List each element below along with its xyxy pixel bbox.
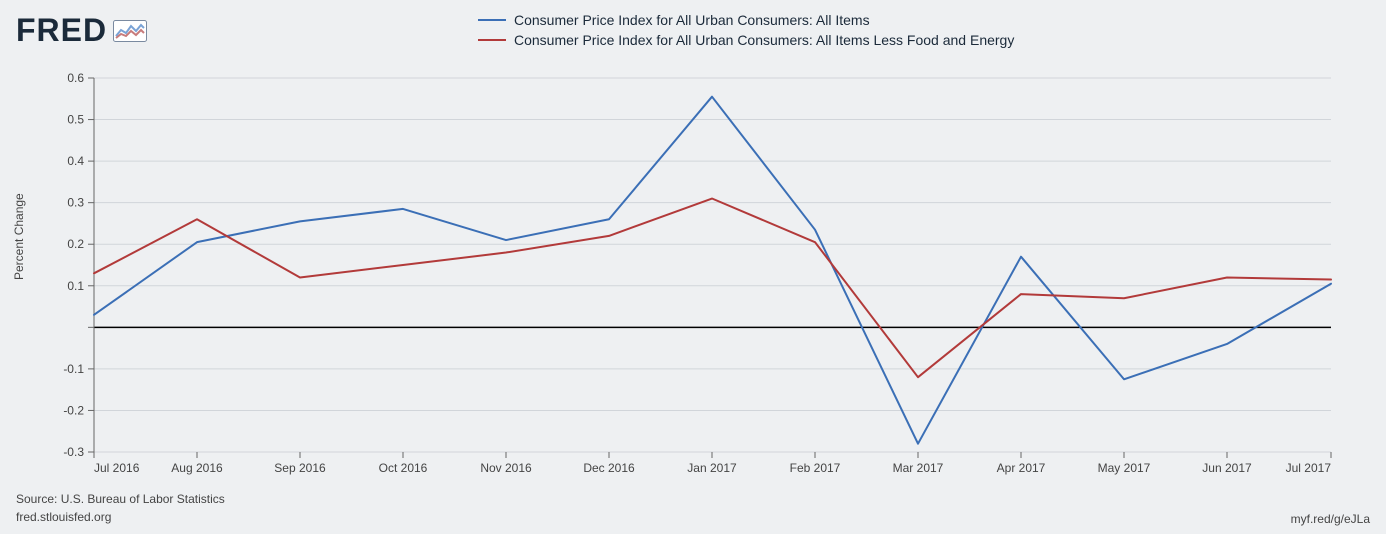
x-tick-label: Nov 2016 bbox=[480, 461, 532, 475]
y-tick-label: 0.4 bbox=[67, 154, 84, 168]
y-tick-label: 0.6 bbox=[67, 71, 84, 85]
legend-label-2: Consumer Price Index for All Urban Consu… bbox=[514, 32, 1014, 48]
source-text: Source: U.S. Bureau of Labor Statistics bbox=[16, 490, 225, 508]
y-tick-label: -0.1 bbox=[63, 362, 84, 376]
x-tick-label: Apr 2017 bbox=[997, 461, 1046, 475]
series-all_items bbox=[94, 97, 1331, 444]
x-tick-label: Dec 2016 bbox=[583, 461, 635, 475]
x-tick-label: Jan 2017 bbox=[687, 461, 737, 475]
x-tick-label: Sep 2016 bbox=[274, 461, 326, 475]
x-tick-label: Jul 2016 bbox=[94, 461, 140, 475]
chart-svg: -0.3 -0.2 -0.1 0.1 0.2 0.3 0.4 0.5 0.6 Jul 2016 Au… bbox=[0, 0, 1386, 534]
site-link[interactable]: fred.stlouisfed.org bbox=[16, 508, 225, 526]
x-tick-label: Jul 2017 bbox=[1286, 461, 1332, 475]
y-tick-label: 0.1 bbox=[67, 279, 84, 293]
x-tick-label: Jun 2017 bbox=[1202, 461, 1252, 475]
y-tick-label: 0.5 bbox=[67, 113, 84, 127]
legend-label-1: Consumer Price Index for All Urban Consu… bbox=[514, 12, 870, 28]
y-tick-label: -0.3 bbox=[63, 445, 84, 459]
chart-frame: FRED Percent Change -0.3-0.2-0.10.10.20.… bbox=[0, 0, 1386, 534]
y-tick-label: 0.3 bbox=[67, 196, 84, 210]
x-tick-label: Oct 2016 bbox=[379, 461, 428, 475]
x-tick-label: May 2017 bbox=[1098, 461, 1151, 475]
y-tick-label: -0.2 bbox=[63, 403, 84, 417]
x-tick-label: Feb 2017 bbox=[790, 461, 841, 475]
footer-left: Source: U.S. Bureau of Labor Statistics … bbox=[16, 490, 225, 526]
shortlink[interactable]: myf.red/g/eJLa bbox=[1291, 512, 1370, 526]
y-tick-label: 0.2 bbox=[67, 237, 84, 251]
x-tick-label: Aug 2016 bbox=[171, 461, 223, 475]
x-tick-label: Mar 2017 bbox=[893, 461, 944, 475]
